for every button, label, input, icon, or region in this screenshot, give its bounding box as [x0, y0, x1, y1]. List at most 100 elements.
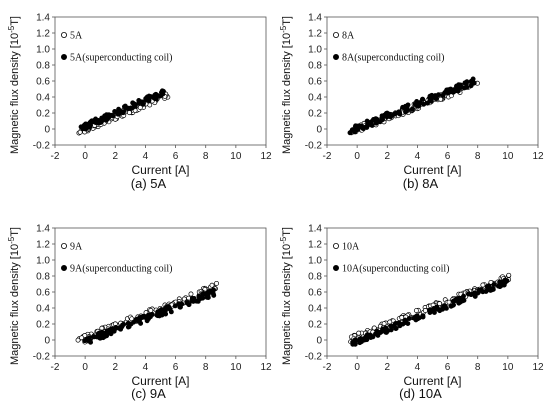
data-point-filled — [115, 111, 121, 117]
x-tick-label: -2 — [323, 362, 332, 373]
data-point-filled — [495, 283, 501, 289]
data-point-open — [209, 282, 215, 288]
chart-panel-1: -0.2 0 0.2 0.4 0.6 0.8 1.0 1.2 1.4 -2 0 2 4 6 8 10 12 Cur… — [279, 13, 544, 192]
x-tick-label: 2 — [113, 151, 119, 162]
data-point-filled — [441, 303, 447, 309]
data-point-filled — [350, 340, 356, 345]
x-tick-label: 0 — [82, 151, 88, 162]
y-tick-label: 1.0 — [36, 45, 50, 56]
data-point-filled — [468, 83, 474, 89]
data-point-open — [148, 307, 154, 313]
data-point-filled — [116, 106, 122, 112]
data-point-filled — [99, 115, 105, 121]
data-point-filled — [98, 120, 104, 125]
y-tick-label: 1.2 — [36, 29, 50, 40]
data-point-filled — [437, 308, 443, 314]
legend-marker — [332, 54, 339, 61]
data-point-filled — [157, 308, 163, 314]
data-point-filled — [450, 89, 456, 95]
legend-marker — [61, 242, 68, 249]
y-tick-label: 0.8 — [36, 61, 50, 72]
data-point-filled — [388, 323, 394, 329]
y-tick-label: 0 — [316, 125, 322, 136]
data-point-filled — [421, 101, 427, 107]
data-point-filled — [358, 338, 364, 344]
x-tick-label: 10 — [502, 362, 514, 373]
data-point-filled — [87, 337, 93, 343]
y-tick-label: 0.6 — [308, 288, 322, 299]
data-point-filled — [464, 84, 470, 90]
legend-entry: 5A — [70, 31, 83, 42]
y-axis-label: Magnetic flux density [10-5T] — [279, 16, 293, 154]
y-tick-label: 0.2 — [308, 109, 322, 120]
data-point-filled — [151, 95, 157, 101]
chart-panel-0: -0.2 0 0.2 0.4 0.6 0.8 1.0 1.2 1.4 -2 0 2 4 6 8 10 12 Cur… — [7, 13, 272, 192]
x-axis-label: Current [A] — [131, 163, 189, 177]
x-axis-label: Current [A] — [403, 374, 461, 388]
data-point-filled — [464, 79, 470, 85]
data-point-filled — [104, 330, 110, 335]
chart-panel-3: -0.2 0 0.2 0.4 0.6 0.8 1.0 1.2 1.4 -2 0 2 4 6 8 10 12 Cur… — [279, 224, 544, 402]
legend-marker — [332, 242, 339, 249]
y-tick-label: -0.2 — [305, 141, 323, 152]
x-tick-label: 12 — [260, 151, 272, 162]
data-point-filled — [172, 303, 178, 309]
data-point-filled — [81, 122, 87, 128]
legend-entry: 8A(superconducting coil) — [342, 53, 444, 64]
x-tick-label: 10 — [230, 362, 242, 373]
x-tick-label: 2 — [113, 362, 119, 373]
data-point-filled — [445, 87, 451, 93]
y-tick-label: 0.2 — [308, 320, 322, 331]
data-point-filled — [402, 320, 408, 325]
x-tick-label: 2 — [385, 362, 391, 373]
legend-entry: 5A(superconducting coil) — [70, 53, 172, 64]
legend-entry: 9A(superconducting coil) — [70, 264, 172, 275]
data-point-filled — [196, 295, 202, 301]
y-tick-label: 1.4 — [308, 224, 322, 235]
data-point-filled — [364, 332, 370, 338]
x-tick-label: 10 — [502, 151, 514, 162]
legend-entry: 10A — [342, 242, 360, 253]
legend-entry: 10A(superconducting coil) — [342, 264, 449, 275]
data-point-filled — [405, 107, 411, 113]
data-point-filled — [406, 316, 412, 321]
data-point-filled — [379, 116, 385, 121]
data-point-filled — [490, 286, 496, 292]
data-point-open — [480, 282, 486, 288]
data-point-filled — [433, 306, 439, 312]
y-tick-label: 1.2 — [36, 240, 50, 251]
y-tick-label: 0.8 — [36, 272, 50, 283]
y-tick-label: 0 — [44, 336, 50, 347]
data-point-filled — [374, 116, 380, 122]
data-point-filled — [88, 119, 94, 125]
y-tick-label: 0.4 — [308, 93, 322, 104]
y-tick-label: 1.0 — [308, 45, 322, 56]
data-point-open — [75, 337, 81, 343]
x-axis-label: Current [A] — [403, 163, 461, 177]
y-tick-label: 0.8 — [308, 272, 322, 283]
data-point-open — [137, 105, 143, 110]
data-point-filled — [420, 96, 425, 102]
data-point-filled — [373, 120, 379, 126]
data-point-filled — [414, 99, 420, 104]
data-point-filled — [413, 315, 419, 321]
data-point-filled — [466, 291, 471, 297]
x-tick-label: 4 — [415, 151, 421, 162]
y-axis-label: Magnetic flux density [10-5T] — [7, 16, 21, 154]
data-point-filled — [382, 113, 388, 119]
data-point-filled — [204, 294, 210, 300]
y-tick-label: 1.4 — [36, 224, 50, 235]
x-tick-label: 8 — [475, 362, 481, 373]
data-point-open — [77, 129, 83, 135]
data-point-filled — [143, 96, 149, 102]
y-tick-label: 0.2 — [36, 109, 50, 120]
y-tick-label: -0.2 — [33, 141, 51, 152]
y-tick-label: 0 — [44, 125, 50, 136]
y-tick-label: 0.6 — [36, 288, 50, 299]
panel-caption: (c) 9A — [131, 386, 166, 401]
data-point-filled — [440, 92, 446, 98]
legend-marker — [61, 32, 68, 39]
data-point-filled — [87, 124, 93, 130]
data-point-filled — [457, 299, 463, 305]
x-tick-label: 4 — [143, 151, 149, 162]
